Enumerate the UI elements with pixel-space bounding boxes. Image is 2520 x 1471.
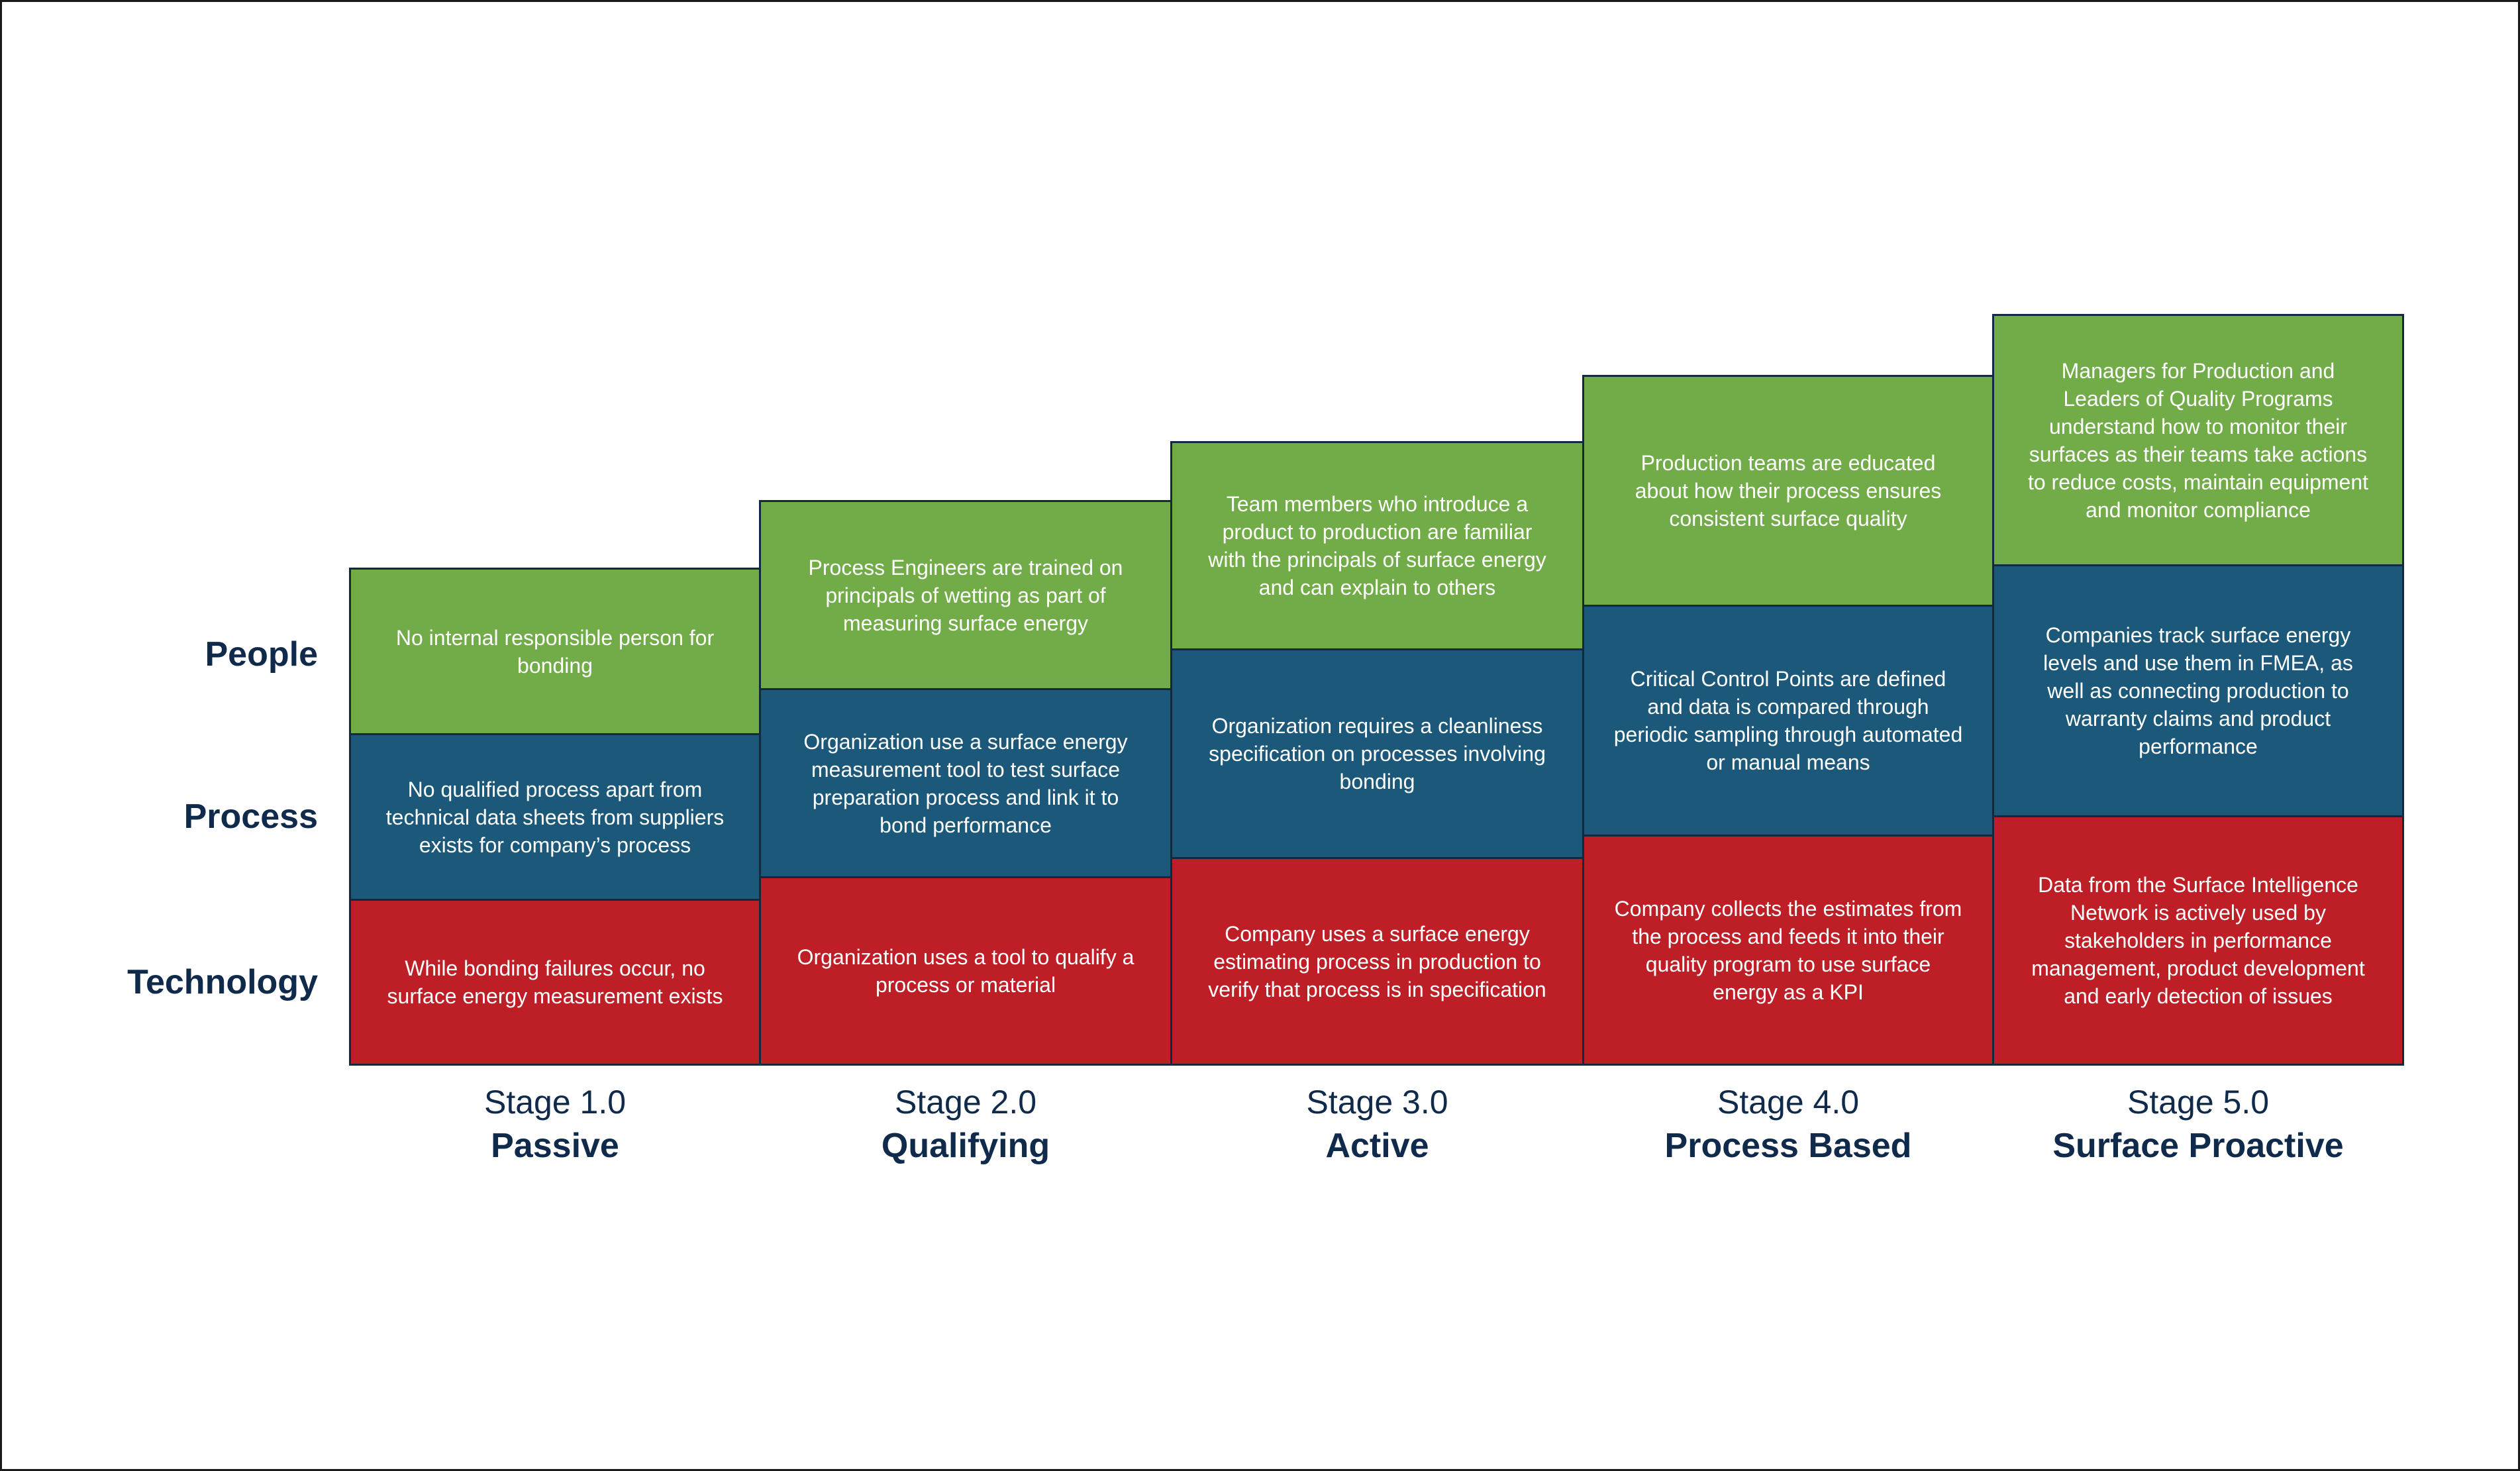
row-label-technology: Technology bbox=[127, 963, 318, 1001]
stage-4-label: Stage 4.0 Process Based bbox=[1582, 1080, 1994, 1168]
stage-5-label: Stage 5.0 Surface Proactive bbox=[1992, 1080, 2404, 1168]
stage-2-process-cell: Organization use a surface energy measur… bbox=[759, 688, 1172, 878]
stage-5-people-cell: Managers for Production and Leaders of Q… bbox=[1992, 314, 2404, 566]
stage-name: Active bbox=[1325, 1127, 1429, 1165]
stage-number: Stage 3.0 bbox=[1306, 1084, 1448, 1121]
stage-name: Surface Proactive bbox=[2052, 1127, 2344, 1165]
stage-4-process-cell: Critical Control Points are defined and … bbox=[1582, 605, 1994, 837]
stage-number: Stage 5.0 bbox=[2127, 1084, 2270, 1121]
stage-3-process-cell: Organization requires a cleanliness spec… bbox=[1170, 648, 1584, 859]
stage-name: Process Based bbox=[1664, 1127, 1912, 1165]
stage-1-label: Stage 1.0 Passive bbox=[349, 1080, 761, 1168]
stage-3-label: Stage 3.0 Active bbox=[1170, 1080, 1584, 1168]
stage-3-people-cell: Team members who introduce a product to … bbox=[1170, 441, 1584, 650]
stage-number: Stage 1.0 bbox=[483, 1084, 627, 1121]
stage-2-label: Stage 2.0 Qualifying bbox=[759, 1080, 1172, 1168]
row-label-people: People bbox=[205, 635, 319, 674]
stage-number: Stage 4.0 bbox=[1717, 1084, 1860, 1121]
stage-4-technology-cell: Company collects the estimates from the … bbox=[1582, 835, 1994, 1066]
stage-1-process-cell: No qualified process apart from technica… bbox=[349, 733, 761, 901]
row-label-process: Process bbox=[183, 797, 318, 836]
stage-2-people-cell: Process Engineers are trained on princip… bbox=[759, 500, 1172, 690]
stage-1-people-cell: No internal responsible person for bondi… bbox=[349, 568, 761, 735]
stage-5-process-cell: Companies track surface energy levels an… bbox=[1992, 564, 2404, 817]
stage-2-technology-cell: Organization uses a tool to qualify a pr… bbox=[759, 876, 1172, 1066]
stage-name: Qualifying bbox=[881, 1127, 1050, 1165]
stage-4-people-cell: Production teams are educated about how … bbox=[1582, 375, 1994, 607]
stage-number: Stage 2.0 bbox=[894, 1084, 1037, 1121]
stage-name: Passive bbox=[491, 1127, 619, 1165]
stage-5-technology-cell: Data from the Surface Intelligence Netwo… bbox=[1992, 815, 2404, 1066]
stage-3-technology-cell: Company uses a surface energy estimating… bbox=[1170, 857, 1584, 1066]
stage-1-technology-cell: While bonding failures occur, no surface… bbox=[349, 899, 761, 1066]
